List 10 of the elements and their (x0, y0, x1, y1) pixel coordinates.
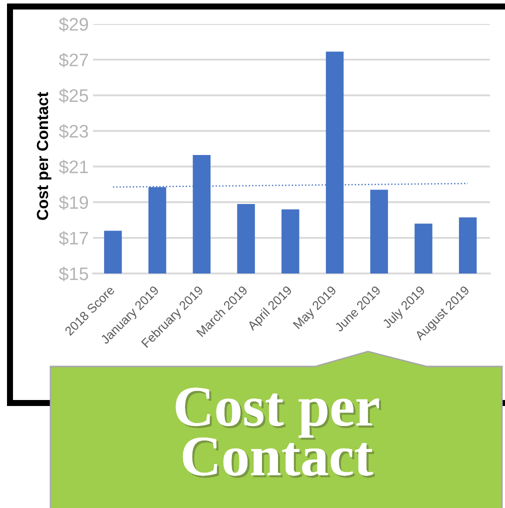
y-tick-label: $29 (58, 17, 88, 32)
y-tick-label: $17 (58, 231, 88, 246)
y-axis-title: Cost per Contact (36, 92, 52, 220)
y-tick-label: $21 (58, 160, 88, 174)
y-tick-label: $15 (58, 266, 88, 282)
y-tick-label: $25 (58, 88, 88, 104)
y-tick-label: $19 (58, 195, 88, 210)
y-tick-label: $23 (58, 124, 88, 139)
text: Cost per Contact (176, 388, 382, 478)
y-tick-label: $27 (58, 52, 88, 68)
